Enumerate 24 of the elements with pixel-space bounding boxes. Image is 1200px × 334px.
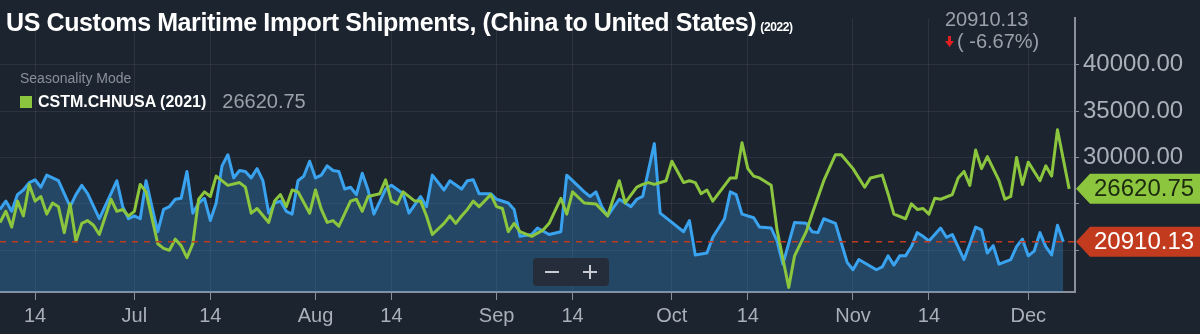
- annotation: 20910.13: [945, 8, 1029, 31]
- x-tick-label: Jul: [121, 303, 148, 326]
- ref-line-label: 20910.13: [1094, 227, 1195, 255]
- x-tick-label: 14: [736, 303, 759, 326]
- annotation: 26620.75: [222, 90, 306, 113]
- x-tick-label: Dec: [1010, 303, 1047, 326]
- y-tick-label: 30000.00: [1083, 142, 1184, 170]
- x-tick-label: Nov: [835, 303, 871, 326]
- chart-subtitle: (2022): [760, 20, 793, 34]
- annotation: 26620.75: [1094, 174, 1195, 202]
- x-tick-label: 14: [917, 303, 941, 326]
- chart-title: US Customs Maritime Import Shipments, (China to United States): [6, 8, 757, 36]
- legend-label: CSTM.CHNUSA (2021): [38, 92, 207, 111]
- y-tick-label: 40000.00: [1083, 49, 1184, 77]
- x-tick-label: 14: [561, 303, 584, 326]
- x-tick-label: 14: [380, 303, 403, 326]
- legend-title: Seasonality Mode: [20, 70, 133, 86]
- x-tick-label: Oct: [656, 303, 688, 326]
- annotation: ( -6.67%): [957, 30, 1040, 53]
- x-tick-label: Aug: [297, 303, 334, 326]
- y-tick-label: 35000.00: [1083, 95, 1184, 123]
- x-tick-label: 14: [23, 303, 47, 326]
- x-tick-label: Sep: [478, 303, 515, 326]
- x-tick-label: 14: [199, 303, 222, 326]
